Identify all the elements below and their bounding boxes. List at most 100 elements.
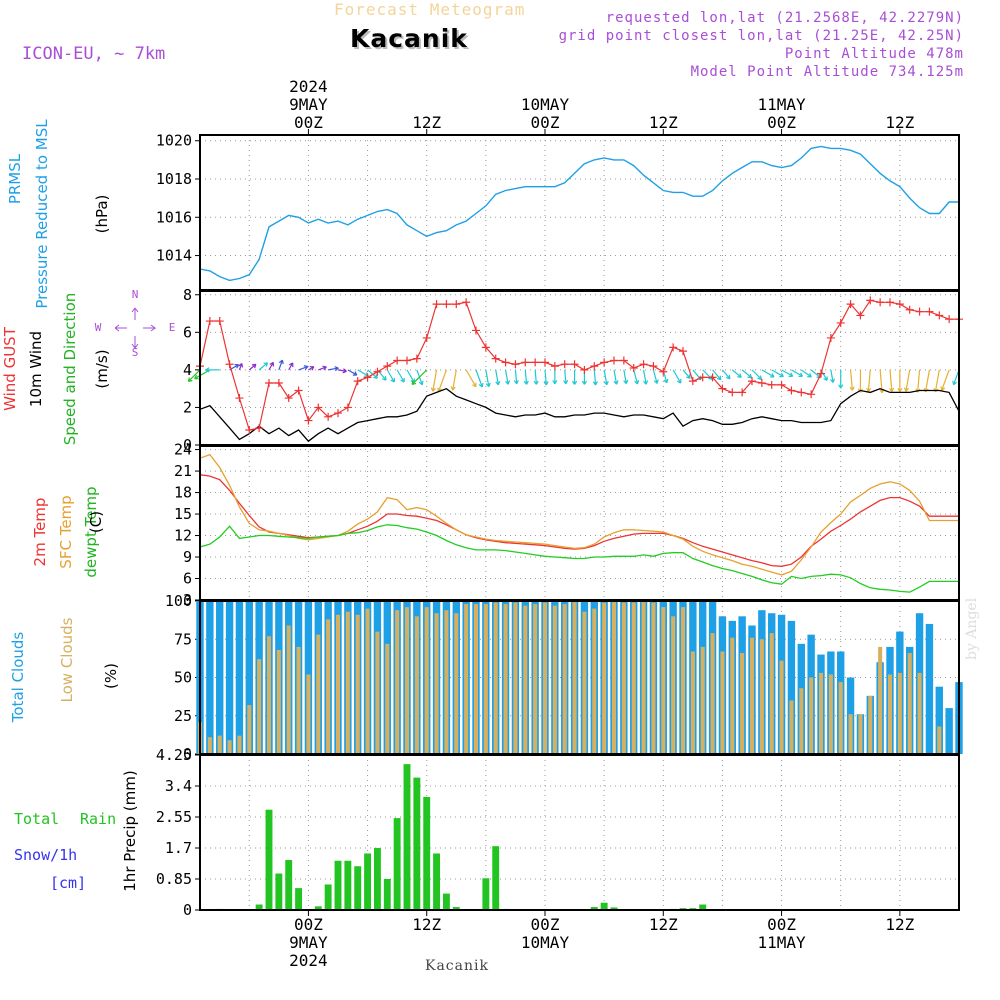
- wind-direction-arrow: [318, 366, 327, 371]
- ytick-label: 21: [174, 462, 192, 480]
- wind-gust-point: [412, 354, 421, 363]
- wind-direction-arrow: [475, 369, 483, 388]
- wind-arrow-head: [897, 387, 903, 392]
- wind-arrow-head: [571, 380, 578, 385]
- wind-arrow-head: [563, 379, 569, 385]
- wind-arrow-head: [757, 375, 763, 380]
- compass-east: E: [169, 321, 176, 334]
- low-clouds-bar: [799, 688, 804, 754]
- ytick-label: 4.25: [156, 746, 192, 764]
- rain-bar: [354, 866, 362, 910]
- total-clouds-bar: [925, 623, 934, 754]
- ytick-label: 15: [174, 505, 192, 523]
- wind-gust-point: [688, 377, 697, 386]
- low-clouds-bar: [749, 637, 755, 754]
- total-clouds-bar: [945, 708, 953, 754]
- top-time-label: 12Z: [649, 113, 678, 132]
- wind-direction-arrow: [357, 369, 369, 377]
- wind-arrow-head: [592, 381, 598, 386]
- requested-coordinates: requested lon,lat (21.2568E, 42.2279N): [605, 10, 964, 26]
- rain-bar: [285, 860, 293, 910]
- rain-bar: [364, 853, 372, 910]
- low-clouds-bar: [878, 646, 883, 754]
- wind-gust-point: [393, 356, 402, 365]
- top-time-label: 9MAY: [289, 95, 328, 114]
- wind-arrow-head: [940, 386, 946, 391]
- wind-direction-arrow: [712, 369, 722, 381]
- wind-arrow-head: [716, 375, 722, 381]
- wind-gust-point: [925, 307, 934, 316]
- page-title: Kacanik: [350, 24, 468, 53]
- compass-west: W: [95, 321, 102, 334]
- wind-arrow-head: [634, 379, 640, 385]
- wind-gust-point: [817, 369, 825, 378]
- wind-arrow-head: [788, 372, 794, 377]
- low-clouds-bar: [818, 672, 824, 754]
- rain-bar: [334, 860, 342, 910]
- wind-direction-arrow: [867, 369, 871, 392]
- rain-bar: [600, 902, 608, 910]
- wind-gust-point: [205, 317, 214, 326]
- wind-arrow-head: [382, 376, 387, 381]
- low-clouds-bar: [700, 646, 705, 754]
- wind-arrow-head: [779, 372, 784, 378]
- compass-rose-icon: [114, 307, 157, 350]
- top-time-label: 12Z: [885, 113, 914, 132]
- wind-arrow-head: [269, 361, 274, 367]
- ytick-label: 3.4: [165, 777, 192, 795]
- wind-arrow-head: [769, 373, 775, 378]
- label-snow-unit: [cm]: [50, 874, 87, 892]
- low-clouds-bar: [641, 601, 646, 754]
- wind-arrow-head: [807, 372, 812, 378]
- top-time-label: 2024: [289, 77, 328, 96]
- wind-arrow-head: [798, 372, 804, 377]
- point-altitude: Point Altitude 478m: [784, 46, 964, 62]
- rain-bar: [590, 907, 598, 910]
- rain-bar: [344, 860, 352, 910]
- low-clouds-bar: [227, 740, 232, 754]
- low-clouds-bar: [316, 634, 321, 754]
- wind-gust-point: [363, 373, 372, 382]
- low-clouds-bar: [562, 604, 567, 754]
- low-clouds-bar: [276, 649, 281, 754]
- low-clouds-bar: [809, 677, 814, 754]
- ytick-label: 24: [174, 441, 192, 459]
- temp-sfc-line: [199, 453, 959, 576]
- bottom-time-label: 00Z: [767, 915, 796, 934]
- wind-gust-point: [797, 388, 806, 397]
- low-clouds-bar: [897, 672, 902, 754]
- wind-direction-arrow: [406, 369, 415, 383]
- low-clouds-bar: [838, 682, 843, 754]
- wind-direction-arrow: [396, 369, 405, 383]
- low-clouds-bar: [385, 643, 390, 754]
- wind-arrow-head: [450, 386, 456, 391]
- top-time-label: 00Z: [767, 113, 796, 132]
- wind-direction-arrow: [771, 369, 784, 378]
- wind-gust-point: [511, 360, 520, 369]
- wind-direction-arrow: [642, 369, 647, 385]
- wind-arrow-head: [533, 380, 539, 385]
- wind-gust-point: [225, 360, 234, 369]
- wind-gust-point: [679, 347, 687, 356]
- wind-gust-point: [629, 364, 638, 372]
- wind-gust-point: [876, 298, 885, 307]
- wind-direction-arrow: [485, 369, 490, 387]
- wind-direction-arrow: [652, 369, 658, 384]
- forecast-meteogram-label: Forecast Meteogram: [334, 0, 526, 19]
- low-clouds-bar: [651, 602, 656, 754]
- top-time-label: 00Z: [531, 113, 560, 132]
- wind-arrow-head: [472, 382, 477, 388]
- wind-gust-point: [718, 384, 727, 393]
- wind-gust-point: [915, 307, 924, 316]
- wind-arrow-head: [903, 387, 910, 392]
- total-clouds-bar: [787, 620, 796, 754]
- model-label: ICON-EU, ~ 7km: [22, 44, 166, 64]
- low-clouds-bar: [464, 604, 469, 754]
- wind-arrow-head: [303, 365, 309, 371]
- rain-bar: [442, 893, 450, 910]
- bottom-time-label: 2024: [289, 951, 328, 970]
- wind-direction-arrow: [593, 369, 597, 386]
- wind-arrow-head: [205, 367, 210, 373]
- wind-direction-arrow: [534, 369, 538, 385]
- wind-gust-point: [905, 305, 914, 314]
